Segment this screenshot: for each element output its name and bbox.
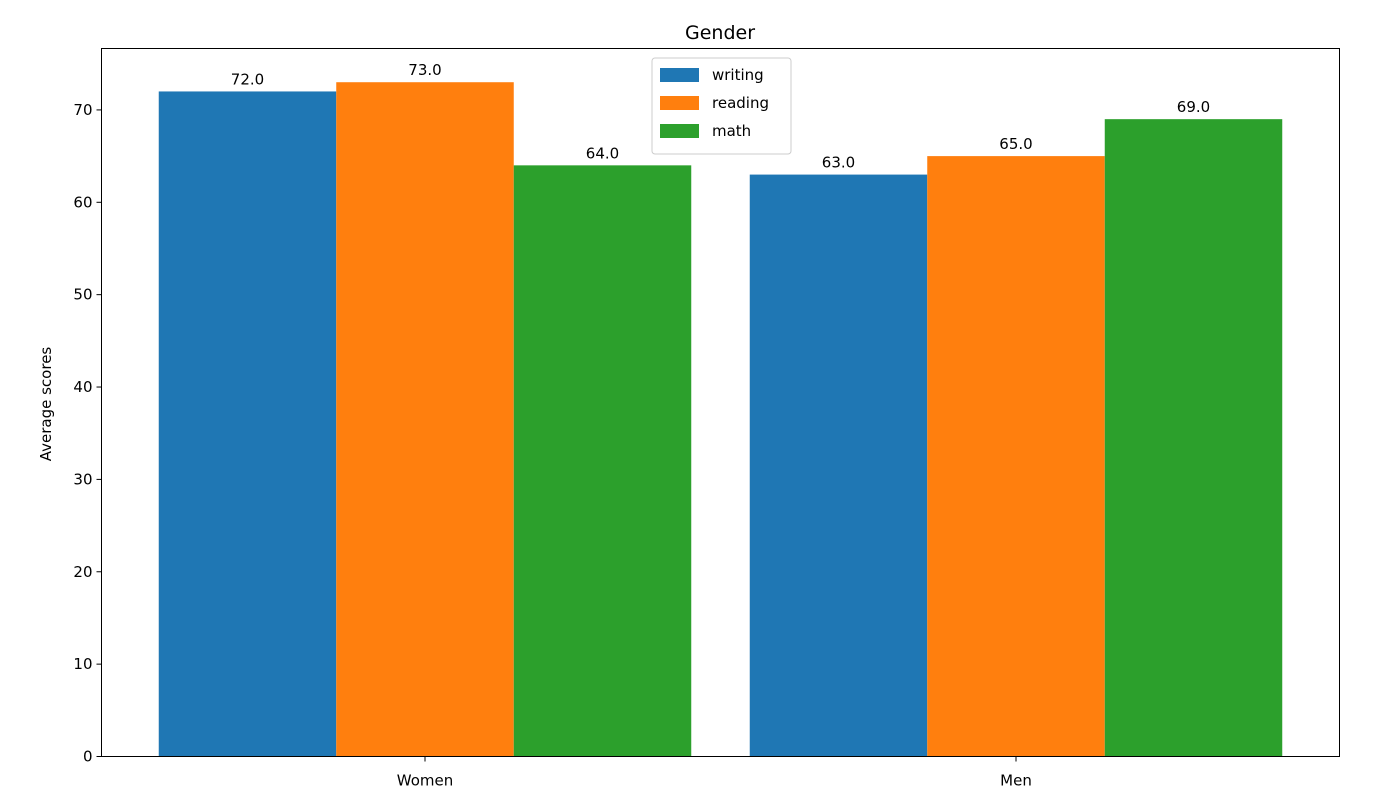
legend-swatch-math xyxy=(660,124,699,138)
bar-value-label-math-women: 64.0 xyxy=(586,144,619,162)
bar-value-labels: 72.0 73.0 64.0 63.0 65.0 69.0 xyxy=(231,61,1210,171)
y-axis-ticks: 0 10 20 30 40 50 60 70 xyxy=(73,101,102,766)
bar-math-women xyxy=(513,165,692,757)
bar-reading-men xyxy=(927,156,1105,757)
bar-writing-men xyxy=(749,174,928,757)
legend-swatch-reading xyxy=(660,96,699,110)
x-tick-label-women: Women xyxy=(397,772,453,790)
y-tick-label: 50 xyxy=(73,286,92,304)
y-tick-label: 40 xyxy=(73,378,92,396)
y-axis-label: Average scores xyxy=(37,347,55,462)
y-tick-label: 10 xyxy=(73,655,92,673)
legend-label-writing: writing xyxy=(712,66,764,84)
bar-value-label-reading-women: 73.0 xyxy=(408,61,441,79)
bar-math-men xyxy=(1104,119,1283,757)
y-tick-label: 60 xyxy=(73,193,92,211)
legend-label-reading: reading xyxy=(712,94,769,112)
y-tick-label: 0 xyxy=(83,748,93,766)
legend: writing reading math xyxy=(651,57,792,155)
bar-reading-women xyxy=(336,82,514,757)
legend-swatch-writing xyxy=(660,68,699,82)
plot-frame xyxy=(101,48,1340,757)
bar-value-label-writing-women: 72.0 xyxy=(231,70,264,88)
chart-title: Gender xyxy=(685,22,755,44)
bars-group xyxy=(158,82,1283,757)
y-tick-label: 30 xyxy=(73,470,92,488)
bar-value-label-reading-men: 65.0 xyxy=(999,135,1032,153)
y-tick-label: 70 xyxy=(73,101,92,119)
bar-value-label-writing-men: 63.0 xyxy=(822,154,855,172)
x-axis-ticks: Women Men xyxy=(397,756,1032,790)
y-tick-label: 20 xyxy=(73,563,92,581)
bar-value-label-math-men: 69.0 xyxy=(1177,98,1210,116)
bar-writing-women xyxy=(158,91,337,757)
legend-label-math: math xyxy=(712,122,751,140)
x-tick-label-men: Men xyxy=(1000,772,1032,790)
